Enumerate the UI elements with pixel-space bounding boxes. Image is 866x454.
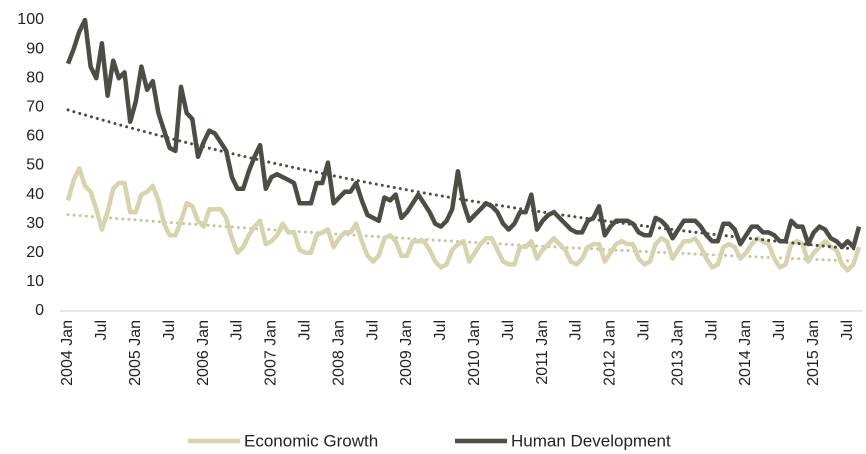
x-tick-label: Jul (568, 320, 585, 340)
y-tick-label: 70 (26, 99, 44, 116)
y-tick-label: 30 (26, 215, 44, 232)
x-tick-label: Jul (364, 320, 381, 340)
y-tick-label: 20 (26, 244, 44, 261)
y-tick-label: 10 (26, 273, 44, 290)
y-tick-label: 90 (26, 40, 44, 57)
x-tick-label: 2012 Jan (602, 320, 619, 386)
x-tick-label: Jul (229, 320, 246, 340)
x-tick-label: Jul (161, 320, 178, 340)
x-tick-label: 2007 Jan (263, 320, 280, 386)
x-tick-label: 2008 Jan (330, 320, 347, 386)
x-tick-label: 2009 Jan (398, 320, 415, 386)
y-tick-label: 50 (26, 157, 44, 174)
y-tick-label: 100 (17, 11, 44, 28)
x-tick-label: Jul (297, 320, 314, 340)
x-tick-label: Jul (500, 320, 517, 340)
x-tick-label: 2006 Jan (195, 320, 212, 386)
legend-label: Human Development (511, 431, 671, 450)
data-line (65, 17, 862, 250)
y-tick-label: 80 (26, 69, 44, 86)
x-tick-label: Jul (636, 320, 653, 340)
x-tick-label: Jul (839, 320, 856, 340)
x-tick-label: Jul (771, 320, 788, 340)
x-tick-label: 2011 Jan (534, 320, 551, 385)
x-tick-label: 2010 Jan (466, 320, 483, 386)
y-tick-label: 0 (35, 302, 44, 319)
data-line (65, 166, 862, 273)
y-tick-label: 60 (26, 128, 44, 145)
x-tick-label: 2013 Jan (669, 320, 686, 386)
x-tick-label: Jul (93, 320, 110, 340)
x-tick-label: 2015 Jan (805, 320, 822, 386)
x-tick-label: 2014 Jan (737, 320, 754, 386)
trendline (66, 108, 861, 251)
x-tick-label: 2004 Jan (59, 320, 76, 386)
legend-label: Economic Growth (244, 431, 378, 450)
x-tick-label: Jul (703, 320, 720, 340)
y-tick-label: 40 (26, 186, 44, 203)
x-tick-label: 2005 Jan (127, 320, 144, 386)
x-tick-label: Jul (432, 320, 449, 340)
